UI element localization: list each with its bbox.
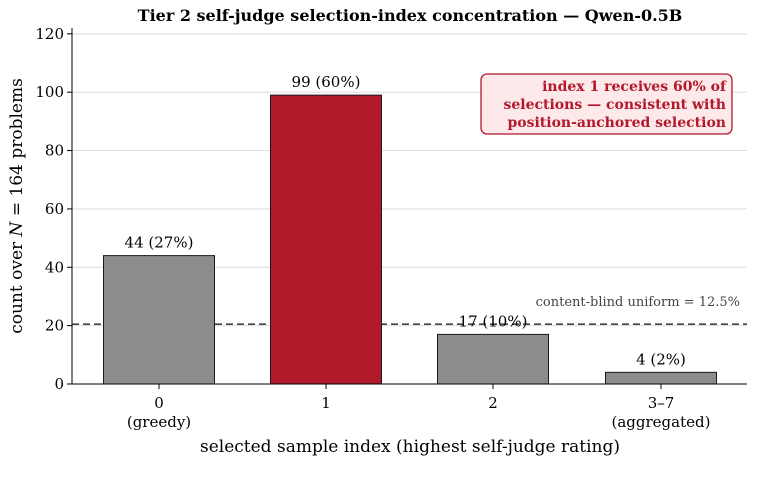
bar <box>103 255 215 385</box>
x-tick-label: 2 <box>488 394 498 412</box>
value-label: 4 (2%) <box>636 350 686 368</box>
x-axis-label: selected sample index (highest self-judg… <box>200 437 620 457</box>
x-tick-label: 1 <box>321 394 331 412</box>
y-tick-label: 60 <box>45 200 64 218</box>
y-axis-label-variable: N <box>7 220 27 237</box>
annotation-line-3: position-anchored selection <box>507 115 726 131</box>
x-tick-label: 3–7 <box>648 394 675 412</box>
annotation-line-1: index 1 receives 60% of <box>542 79 727 95</box>
chart-title: Tier 2 self-judge selection-index concen… <box>138 6 683 25</box>
y-tick-label: 80 <box>45 142 64 160</box>
y-axis-label-prefix: count over <box>7 236 27 333</box>
value-label: 44 (27%) <box>125 234 194 252</box>
annotation-line-2: selections — consistent with <box>503 97 726 113</box>
reference-line-label: content-blind uniform = 12.5% <box>536 295 740 310</box>
y-tick-label: 0 <box>54 375 64 393</box>
value-labels: 44 (27%) 99 (60%) 17 (10%) 4 (2%) <box>125 73 686 368</box>
y-tick-label: 40 <box>45 258 64 276</box>
bar <box>270 94 382 385</box>
bar <box>437 333 549 385</box>
y-tick-label: 120 <box>35 25 64 43</box>
x-tick-sublabel: (aggregated) <box>612 413 711 431</box>
y-axis-label: count over N = 164 problems <box>7 78 27 334</box>
y-ticks: 0 20 40 60 80 100 120 <box>35 25 72 393</box>
x-tick-sublabel: (greedy) <box>127 413 191 431</box>
annotation-box: index 1 receives 60% of selections — con… <box>480 73 733 135</box>
x-tick-label: 0 <box>154 394 164 412</box>
bars <box>103 94 717 385</box>
x-ticks: 0(greedy) 1 2 3–7(aggregated) <box>127 384 711 431</box>
bar <box>605 371 717 385</box>
value-label: 99 (60%) <box>292 73 361 91</box>
y-tick-label: 20 <box>45 317 64 335</box>
annotation-box-background <box>480 73 733 135</box>
value-label: 17 (10%) <box>459 312 528 330</box>
y-tick-label: 100 <box>35 83 64 101</box>
y-axis-label-suffix: = 164 problems <box>7 78 27 221</box>
